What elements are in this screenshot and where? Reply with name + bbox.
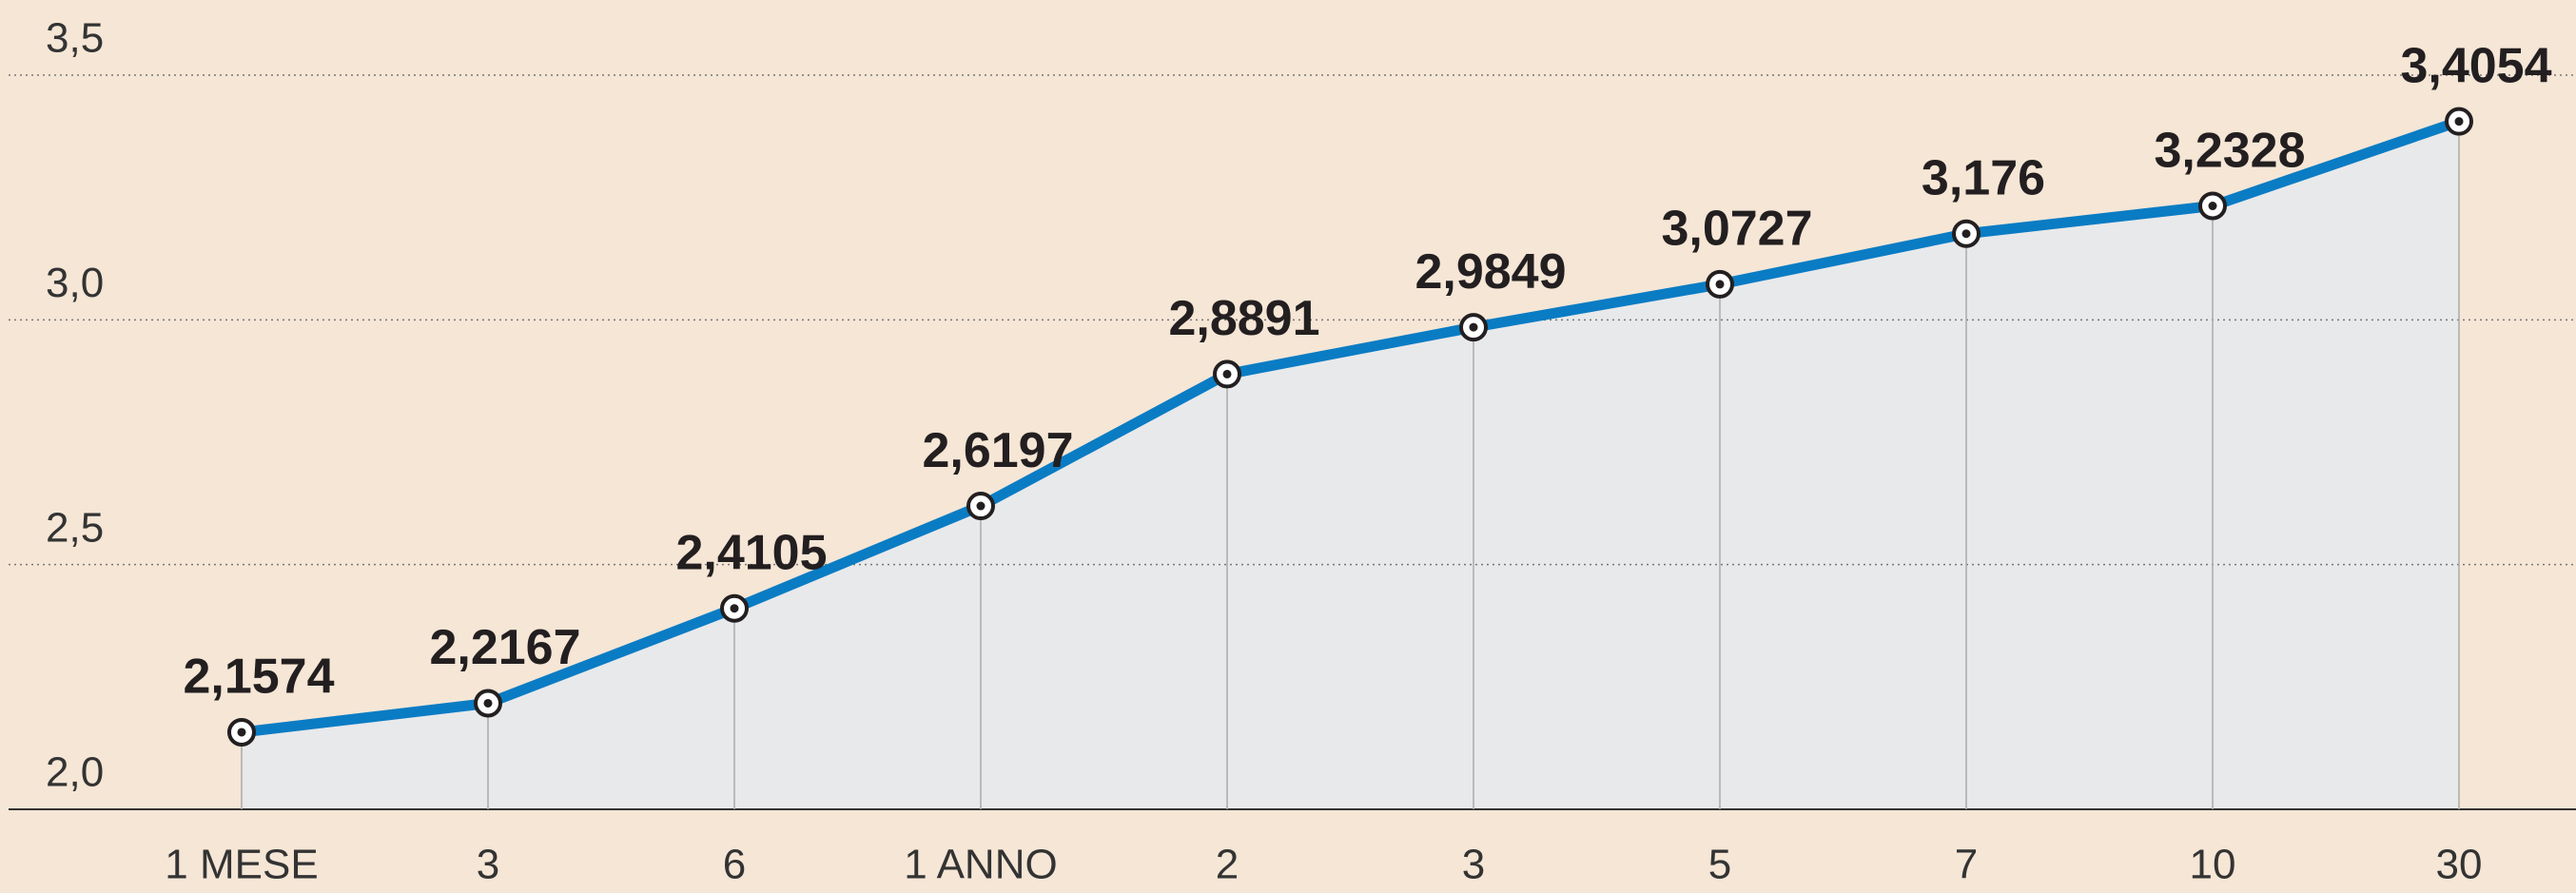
value-label: 3,176	[1922, 150, 2045, 205]
x-tick-label: 3	[477, 842, 499, 888]
x-tick-label: 1 ANNO	[904, 842, 1057, 888]
value-label: 2,2167	[429, 620, 580, 675]
x-tick-label: 2	[1216, 842, 1239, 888]
marker-dot	[1469, 322, 1478, 332]
marker-dot	[976, 501, 986, 511]
value-label: 2,8891	[1168, 291, 1319, 346]
value-label: 3,0727	[1661, 202, 1812, 257]
y-tick-label: 3,0	[46, 260, 104, 306]
value-label: 2,4105	[675, 525, 827, 580]
x-tick-label: 30	[2436, 842, 2483, 888]
x-tick-label: 1 MESE	[165, 842, 318, 888]
x-tick-label: 3	[1462, 842, 1485, 888]
marker-dot	[483, 698, 493, 708]
x-tick-label: 6	[723, 842, 746, 888]
marker-dot	[237, 728, 246, 737]
line	[241, 116, 2461, 738]
value-label: 2,9849	[1415, 244, 1566, 300]
marker-dot	[1715, 280, 1725, 289]
area	[242, 121, 2459, 809]
x-tick-label: 10	[2190, 842, 2236, 888]
value-label: 2,1574	[183, 650, 334, 705]
y-tick-label: 2,0	[46, 749, 104, 796]
x-tick-label: 5	[1708, 842, 1731, 888]
marker-dot	[1961, 229, 1971, 239]
value-label: 3,2328	[2154, 123, 2305, 178]
marker-dot	[730, 604, 739, 613]
marker-dot	[2454, 117, 2464, 126]
y-tick-label: 3,5	[46, 15, 104, 62]
value-label: 2,6197	[922, 423, 1073, 478]
value-label: 3,4054	[2400, 38, 2551, 93]
x-tick-label: 7	[1955, 842, 1978, 888]
marker-dot	[2208, 202, 2217, 211]
marker-dot	[1222, 369, 1232, 379]
y-tick-label: 2,5	[46, 504, 104, 551]
